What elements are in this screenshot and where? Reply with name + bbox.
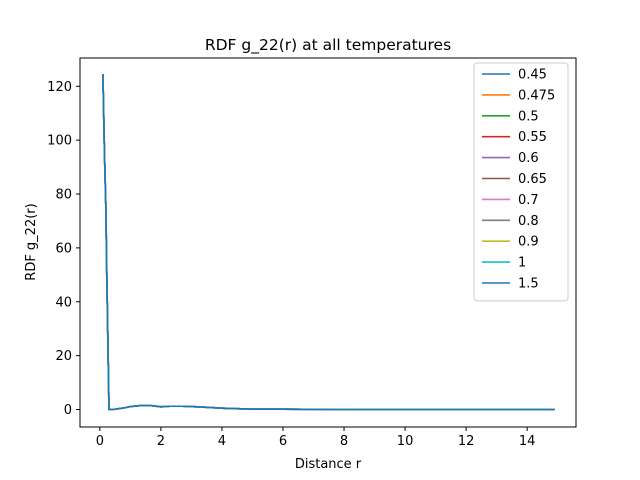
legend-entry-0.6: 0.6 xyxy=(518,151,539,166)
legend: 0.45 0.475 0.5 0.55 0.6 0.65 0.7 0.8 0.9 1 1.5 xyxy=(473,62,569,302)
x-axis-ticks: 0 2 4 6 8 10 12 14 xyxy=(96,427,536,449)
x-axis-label: Distance r xyxy=(295,457,362,472)
y-tick-label: 0 xyxy=(64,403,72,418)
legend-entry-0.5: 0.5 xyxy=(518,109,539,124)
legend-entry-0.7: 0.7 xyxy=(518,193,539,208)
x-tick-label: 8 xyxy=(340,434,348,449)
x-tick-label: 12 xyxy=(458,434,475,449)
x-tick-label: 0 xyxy=(96,434,104,449)
legend-entry-1: 1 xyxy=(518,256,526,271)
x-tick-label: 10 xyxy=(397,434,414,449)
y-axis-ticks: 0 20 40 60 80 100 120 xyxy=(47,80,80,418)
y-tick-label: 60 xyxy=(55,241,72,256)
legend-entry-0.45: 0.45 xyxy=(518,68,547,83)
x-tick-label: 4 xyxy=(218,434,226,449)
axes-frame xyxy=(79,57,577,428)
chart-title: RDF g_22(r) at all temperatures xyxy=(205,36,451,55)
legend-entry-0.475: 0.475 xyxy=(518,88,555,103)
y-tick-label: 80 xyxy=(55,188,72,203)
x-tick-label: 14 xyxy=(519,434,536,449)
series-line-1.5 xyxy=(102,74,555,411)
legend-entry-0.65: 0.65 xyxy=(518,172,547,187)
series-layer xyxy=(102,74,555,411)
y-axis-label: RDF g_22(r) xyxy=(24,203,39,280)
y-tick-label: 40 xyxy=(55,295,72,310)
x-tick-label: 2 xyxy=(157,434,165,449)
legend-entry-0.55: 0.55 xyxy=(518,130,547,145)
x-tick-label: 6 xyxy=(279,434,287,449)
y-tick-label: 20 xyxy=(55,349,72,364)
y-tick-label: 100 xyxy=(47,134,72,149)
legend-entry-0.8: 0.8 xyxy=(518,214,539,229)
legend-entry-0.9: 0.9 xyxy=(518,235,539,250)
y-tick-label: 120 xyxy=(47,80,72,95)
legend-entry-1.5: 1.5 xyxy=(518,277,539,292)
